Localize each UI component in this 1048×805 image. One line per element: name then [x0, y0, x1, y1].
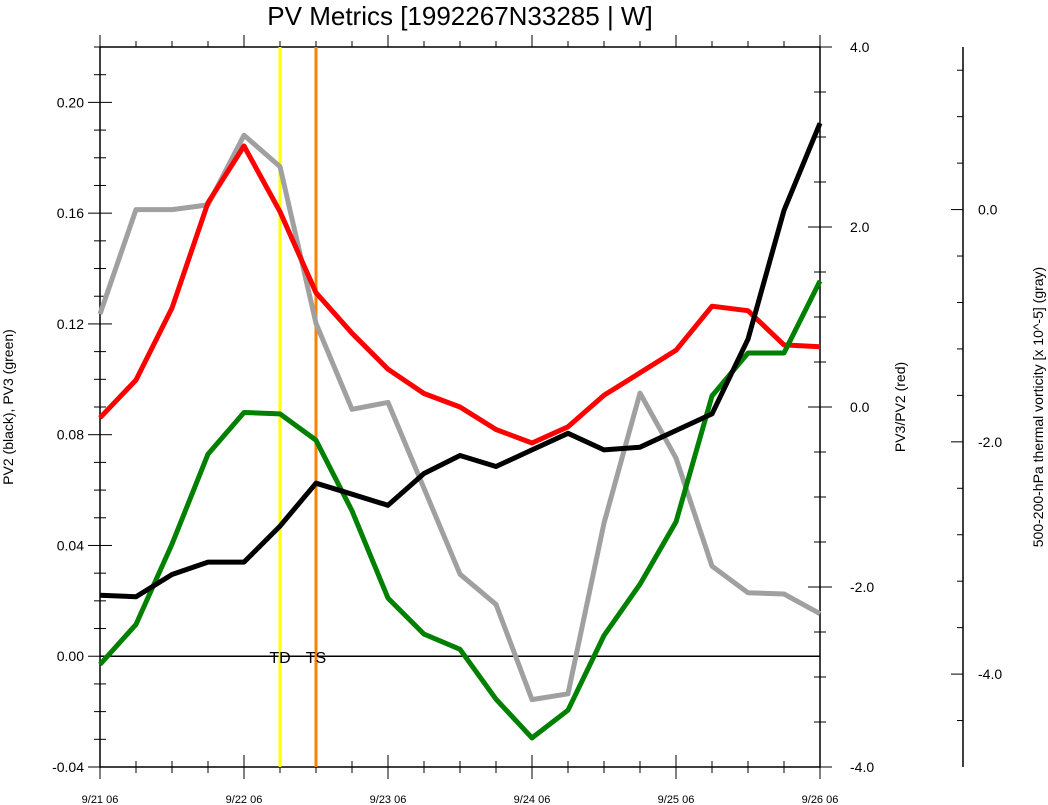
event-markers: TD TS	[269, 47, 326, 767]
series-line-pv3-pv2	[98, 143, 821, 446]
right-tick-label: -4.0	[850, 759, 874, 775]
right-tick-label: 2.0	[850, 219, 870, 235]
right-tick-label: -2.0	[850, 579, 874, 595]
right-tick-label: 0.0	[850, 399, 870, 415]
chart-title: PV Metrics [1992267N33285 | W]	[267, 1, 652, 31]
far-right-tick-label: 0.0	[978, 202, 998, 218]
left-tick-label: 0.20	[57, 94, 84, 110]
far-right-axis-label: 500-200-hPa thermal vorticity [x 10^-5] …	[1030, 267, 1046, 547]
left-tick-label: -0.04	[52, 759, 84, 775]
x-tick-label: 9/25 06	[658, 794, 695, 805]
event-label-ts: TS	[306, 650, 326, 667]
x-axis-ticks: 9/21 06 9/22 06 9/23 06 9/24 06 9/25 06 9/26 …	[82, 35, 839, 805]
left-tick-label: 0.16	[57, 205, 84, 221]
left-axis-ticks: -0.04 0.00 0.04 0.08 0.12 0.16 0.20	[52, 46, 112, 775]
left-tick-label: 0.04	[57, 537, 84, 553]
far-right-tick-label: -4.0	[978, 666, 1002, 682]
series-line-pv2	[99, 122, 823, 600]
left-tick-label: 0.00	[57, 648, 84, 664]
event-label-td: TD	[269, 650, 290, 667]
series-line-pv3	[98, 279, 823, 741]
left-tick-label: 0.08	[57, 427, 84, 443]
right-axis-label: PV3/PV2 (red)	[892, 362, 908, 452]
left-tick-label: 0.12	[57, 316, 84, 332]
far-right-tick-label: -2.0	[978, 434, 1002, 450]
plot-frame	[99, 46, 821, 768]
far-right-axis-ticks: -4.0 -2.0 0.0	[951, 69, 1002, 722]
x-tick-label: 9/24 06	[514, 794, 551, 805]
series-line-thermal-vorticity	[97, 132, 822, 703]
x-tick-label: 9/22 06	[226, 794, 263, 805]
x-tick-label: 9/23 06	[370, 794, 407, 805]
right-tick-label: 4.0	[850, 39, 870, 55]
x-tick-label: 9/26 06	[802, 794, 839, 805]
right-axis-ticks: -4.0 -2.0 0.0 2.0 4.0	[808, 39, 874, 775]
series-lines	[97, 122, 823, 741]
left-axis-label: PV2 (black), PV3 (green)	[0, 329, 16, 485]
x-tick-label: 9/21 06	[82, 794, 119, 805]
